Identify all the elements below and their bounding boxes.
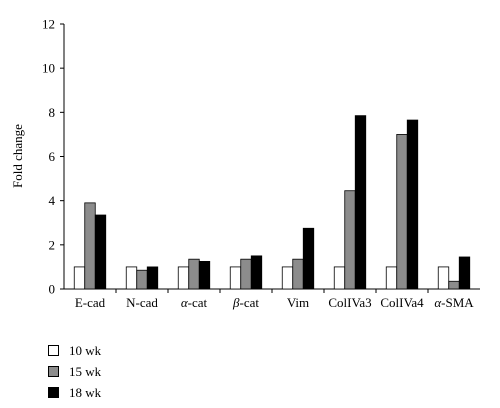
bar [302, 227, 315, 290]
legend: 10 wk 15 wk 18 wk [48, 340, 101, 403]
bar [177, 266, 190, 290]
bar [354, 115, 367, 290]
x-tick-label: N-cad [126, 295, 158, 310]
legend-swatch-2 [48, 387, 59, 398]
y-axis-label: Fold change [10, 124, 25, 188]
bar [146, 266, 159, 290]
legend-item-1: 15 wk [48, 361, 101, 382]
bar [344, 190, 356, 290]
y-tick-label: 4 [49, 193, 56, 208]
legend-swatch-1 [48, 366, 59, 377]
x-tick-label: α-cat [181, 295, 208, 310]
bar [198, 260, 211, 290]
x-tick-label: Vim [287, 295, 309, 310]
y-tick-label: 2 [49, 237, 56, 252]
bar [281, 266, 294, 290]
bar [229, 266, 242, 290]
y-tick-label: 8 [49, 105, 56, 120]
bar [437, 266, 450, 290]
bar [188, 258, 200, 290]
bar [385, 266, 398, 290]
y-tick-label: 6 [49, 149, 56, 164]
y-axis: 0 2 4 6 8 10 12 [42, 17, 65, 297]
x-tick-label: ColIVa4 [380, 295, 424, 310]
y-tick-label: 0 [49, 282, 56, 297]
bars [73, 115, 471, 290]
legend-label-2: 18 wk [69, 384, 102, 400]
legend-label-1: 15 wk [69, 363, 102, 379]
bar [125, 266, 138, 290]
x-axis: E-cad N-cad α-cat β-cat Vim ColIVa3 ColIVa4 α-S… [64, 288, 480, 310]
x-tick-label: α-SMA [434, 295, 474, 310]
bar [84, 202, 96, 290]
x-tick-label: ColIVa3 [328, 295, 371, 310]
x-tick-label: E-cad [75, 295, 106, 310]
bar [240, 258, 252, 290]
bar [406, 119, 419, 290]
legend-item-2: 18 wk [48, 382, 101, 403]
bar [396, 134, 408, 290]
y-tick-label: 10 [42, 61, 55, 76]
bar [448, 280, 460, 290]
bar [292, 258, 304, 290]
bar [250, 255, 263, 290]
bar [458, 256, 471, 290]
legend-swatch-0 [48, 345, 59, 356]
bar [94, 214, 107, 290]
bar [73, 266, 86, 290]
legend-label-0: 10 wk [69, 342, 102, 358]
bar [136, 269, 148, 290]
y-tick-label: 12 [42, 17, 55, 32]
x-tick-label: β-cat [232, 295, 259, 310]
bar [333, 266, 346, 290]
legend-item-0: 10 wk [48, 340, 101, 361]
